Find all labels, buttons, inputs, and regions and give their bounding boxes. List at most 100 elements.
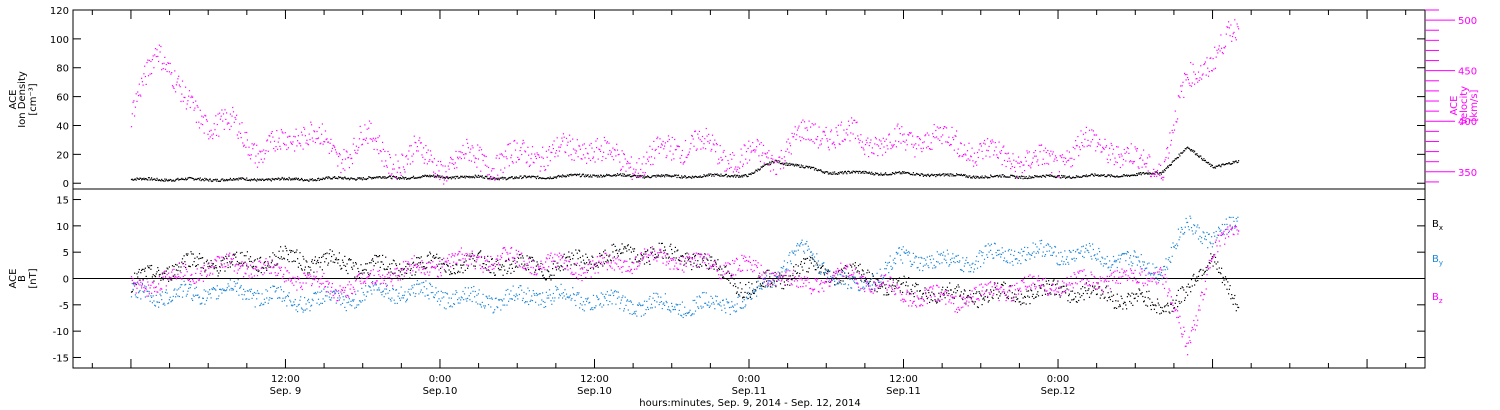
data-point (620, 252, 622, 254)
data-point (270, 286, 272, 289)
data-point (137, 95, 140, 97)
data-point (168, 302, 170, 304)
data-point (981, 175, 983, 177)
data-point (227, 179, 229, 181)
data-point (582, 173, 584, 175)
data-point (436, 174, 439, 176)
data-point (450, 273, 452, 275)
data-point (269, 135, 271, 137)
data-point (1037, 159, 1039, 161)
data-point (353, 178, 355, 180)
data-point (687, 257, 689, 259)
data-point (975, 292, 977, 295)
data-point (195, 100, 197, 102)
data-point (1192, 63, 1194, 65)
data-point (443, 307, 445, 309)
data-point (144, 296, 146, 298)
data-point (142, 290, 144, 293)
data-point (469, 299, 471, 301)
data-point (254, 306, 256, 308)
data-point (993, 175, 996, 177)
data-point (321, 302, 323, 304)
data-point (779, 163, 782, 165)
data-point (403, 169, 405, 171)
data-point (321, 178, 323, 181)
data-point (257, 292, 259, 294)
data-point (293, 135, 295, 137)
data-point (833, 141, 835, 143)
data-point (146, 179, 148, 181)
data-point (572, 254, 575, 256)
data-point (441, 297, 443, 299)
data-point (164, 291, 167, 293)
data-point (307, 144, 310, 146)
data-point (709, 139, 711, 141)
data-point (258, 292, 260, 295)
data-point (500, 169, 502, 171)
data-point (591, 255, 593, 257)
data-point (341, 162, 343, 164)
y-axis-label-right: ACE (1449, 96, 1460, 116)
data-point (1122, 174, 1125, 176)
data-point (178, 295, 180, 298)
data-point (134, 272, 136, 274)
data-point (976, 175, 979, 178)
data-point (256, 180, 258, 182)
data-point (290, 142, 293, 144)
data-point (948, 173, 950, 175)
data-point (380, 261, 382, 263)
data-point (681, 177, 683, 179)
data-point (932, 293, 935, 295)
data-point (182, 100, 184, 102)
data-point (430, 259, 432, 262)
data-point (627, 174, 629, 176)
data-point (536, 261, 538, 263)
data-point (299, 179, 301, 181)
data-point (158, 274, 160, 276)
data-point (838, 269, 840, 272)
data-point (143, 268, 145, 270)
data-point (1068, 175, 1070, 177)
data-point (949, 175, 951, 177)
data-point (823, 171, 825, 173)
data-point (143, 73, 145, 75)
data-point (421, 266, 423, 268)
data-point (922, 142, 924, 144)
data-point (548, 276, 551, 278)
data-point (599, 263, 602, 265)
data-point (1083, 299, 1085, 301)
data-point (1015, 296, 1017, 298)
data-point (356, 178, 358, 180)
data-point (345, 178, 347, 180)
data-point (207, 179, 209, 181)
data-point (1155, 305, 1157, 307)
data-point (901, 126, 903, 128)
data-point (1088, 129, 1091, 131)
data-point (1122, 175, 1124, 178)
data-point (606, 254, 608, 256)
data-point (248, 146, 250, 148)
data-point (275, 178, 277, 180)
data-point (1225, 33, 1227, 35)
data-point (1201, 157, 1203, 159)
data-point (1010, 174, 1013, 176)
data-point (735, 176, 737, 178)
data-point (647, 250, 649, 252)
data-point (282, 250, 284, 252)
data-point (635, 175, 637, 177)
data-point (204, 114, 206, 116)
data-point (874, 290, 876, 292)
data-point (592, 309, 594, 311)
data-point (919, 290, 921, 292)
data-point (470, 160, 473, 162)
data-point (572, 138, 574, 140)
data-point (1190, 85, 1193, 87)
data-point (209, 266, 211, 268)
data-point (989, 156, 991, 158)
data-point (277, 148, 279, 150)
data-point (904, 141, 906, 143)
data-point (1103, 148, 1105, 150)
data-point (742, 174, 744, 176)
data-point (317, 259, 319, 261)
data-point (856, 121, 858, 123)
